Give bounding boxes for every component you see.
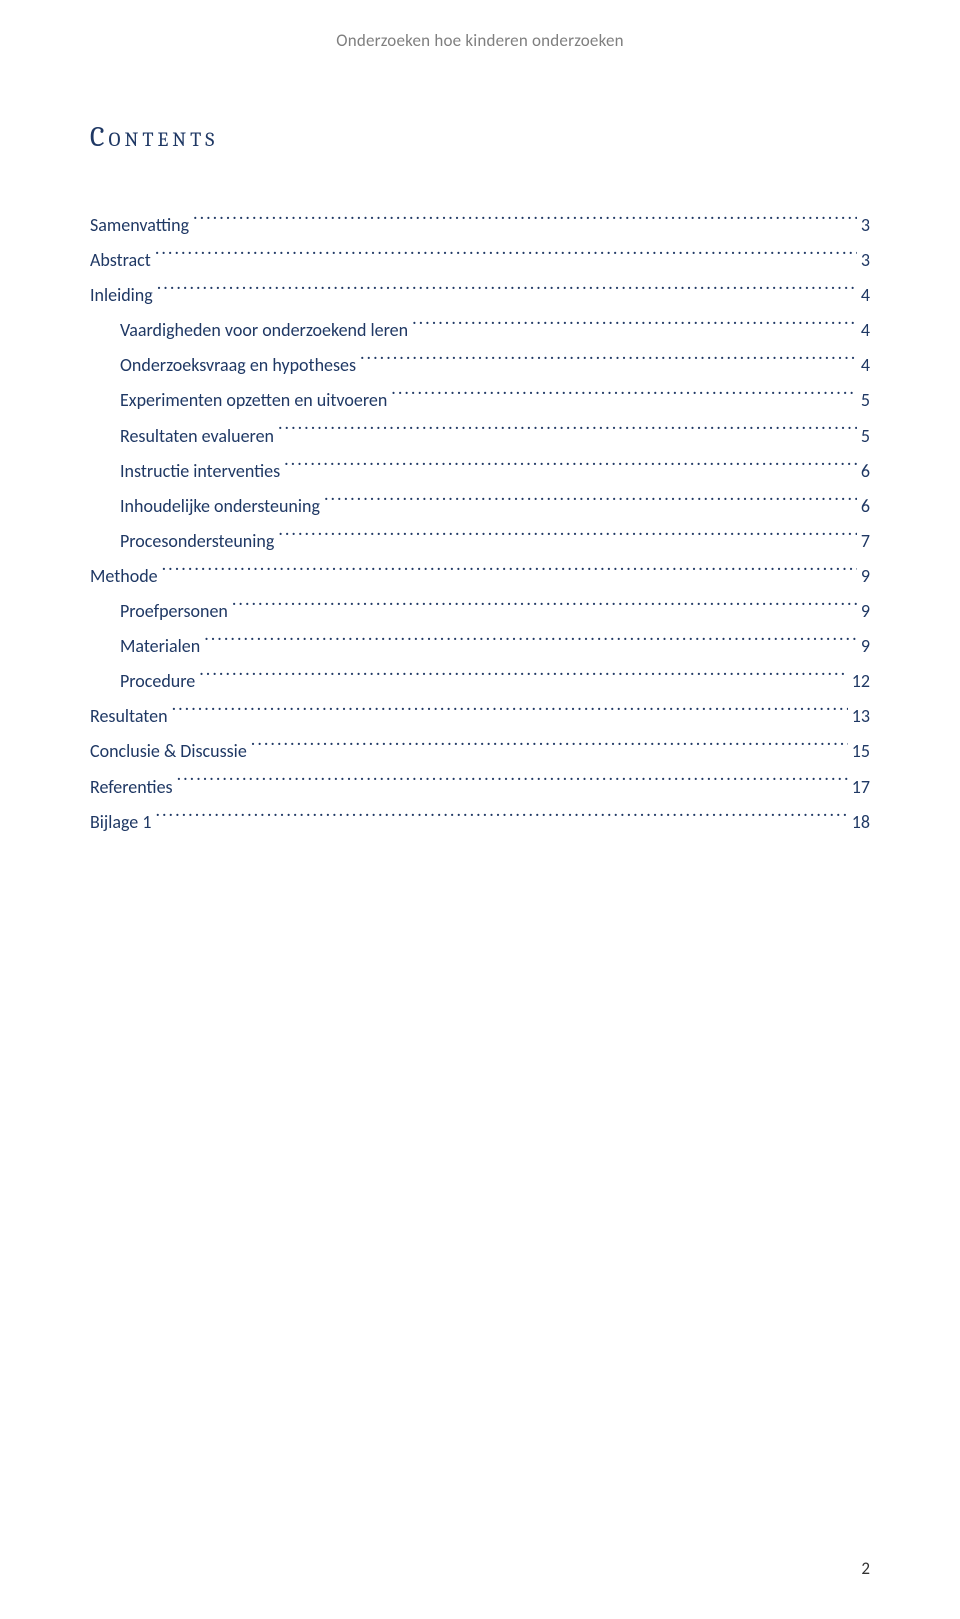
- toc-leader-dots: [412, 318, 857, 336]
- toc-leader-dots: [193, 213, 857, 231]
- toc-entry[interactable]: Materialen 9: [90, 629, 870, 664]
- toc-entry-label: Referenties: [90, 770, 173, 805]
- toc-leader-dots: [155, 810, 847, 828]
- toc-entry-page: 3: [861, 208, 870, 243]
- toc-leader-dots: [251, 739, 848, 757]
- toc-entry[interactable]: Proefpersonen 9: [90, 594, 870, 629]
- toc-entry-page: 4: [861, 348, 870, 383]
- toc-entry-page: 13: [852, 699, 870, 734]
- toc-entry-label: Procesondersteuning: [120, 524, 274, 559]
- toc-entry-label: Conclusie & Discussie: [90, 734, 247, 769]
- running-header: Onderzoeken hoe kinderen onderzoeken: [90, 30, 870, 51]
- toc-entry-label: Bijlage 1: [90, 805, 151, 840]
- toc-entry-page: 17: [852, 770, 870, 805]
- toc-entry-label: Inleiding: [90, 278, 153, 313]
- toc-entry[interactable]: Inleiding 4: [90, 278, 870, 313]
- toc-leader-dots: [172, 704, 848, 722]
- toc-entry-label: Procedure: [120, 664, 195, 699]
- toc-entry-page: 9: [861, 594, 870, 629]
- toc-entry[interactable]: Conclusie & Discussie 15: [90, 734, 870, 769]
- toc-entry[interactable]: Abstract 3: [90, 243, 870, 278]
- toc-entry-page: 7: [861, 524, 870, 559]
- contents-heading: Contents: [90, 121, 870, 153]
- toc-leader-dots: [232, 599, 857, 617]
- toc-entry[interactable]: Bijlage 1 18: [90, 805, 870, 840]
- toc-entry[interactable]: Vaardigheden voor onderzoekend leren 4: [90, 313, 870, 348]
- toc-entry-page: 4: [861, 313, 870, 348]
- toc-entry-label: Methode: [90, 559, 158, 594]
- toc-leader-dots: [155, 248, 857, 266]
- toc-leader-dots: [391, 388, 857, 406]
- toc-entry[interactable]: Referenties 17: [90, 770, 870, 805]
- toc-entry-page: 5: [861, 419, 870, 454]
- toc-leader-dots: [360, 353, 857, 371]
- toc-entry-label: Experimenten opzetten en uitvoeren: [120, 383, 387, 418]
- contents-heading-text: Contents: [90, 121, 218, 153]
- running-title-text: Onderzoeken hoe kinderen onderzoeken: [336, 30, 624, 51]
- toc-entry-label: Inhoudelijke ondersteuning: [120, 489, 320, 524]
- toc-entry-label: Proefpersonen: [120, 594, 228, 629]
- toc-entry[interactable]: Instructie interventies 6: [90, 454, 870, 489]
- toc-entry-page: 5: [861, 383, 870, 418]
- toc-entry-page: 9: [861, 559, 870, 594]
- toc-entry[interactable]: Experimenten opzetten en uitvoeren 5: [90, 383, 870, 418]
- toc-entry[interactable]: Samenvatting 3: [90, 208, 870, 243]
- toc-entry-page: 6: [861, 454, 870, 489]
- toc-entry[interactable]: Onderzoeksvraag en hypotheses 4: [90, 348, 870, 383]
- toc-entry-page: 18: [852, 805, 870, 840]
- toc-leader-dots: [177, 775, 848, 793]
- toc-leader-dots: [204, 634, 857, 652]
- toc-entry-label: Vaardigheden voor onderzoekend leren: [120, 313, 408, 348]
- toc-leader-dots: [199, 669, 847, 687]
- toc-entry-label: Resultaten: [90, 699, 168, 734]
- toc-entry-page: 15: [852, 734, 870, 769]
- toc-entry-label: Resultaten evalueren: [120, 419, 274, 454]
- toc-entry[interactable]: Procedure 12: [90, 664, 870, 699]
- toc-entry[interactable]: Methode 9: [90, 559, 870, 594]
- toc-entry-label: Instructie interventies: [120, 454, 280, 489]
- toc-leader-dots: [278, 424, 857, 442]
- table-of-contents: Samenvatting 3Abstract 3Inleiding 4Vaard…: [90, 208, 870, 840]
- page-number-text: 2: [861, 1558, 870, 1579]
- toc-leader-dots: [324, 494, 857, 512]
- toc-entry-page: 12: [852, 664, 870, 699]
- toc-entry-page: 9: [861, 629, 870, 664]
- toc-entry[interactable]: Procesondersteuning 7: [90, 524, 870, 559]
- page-number: 2: [861, 1558, 870, 1579]
- toc-entry-label: Samenvatting: [90, 208, 189, 243]
- toc-leader-dots: [162, 564, 857, 582]
- toc-entry[interactable]: Resultaten evalueren 5: [90, 419, 870, 454]
- toc-entry[interactable]: Inhoudelijke ondersteuning 6: [90, 489, 870, 524]
- toc-leader-dots: [284, 459, 857, 477]
- toc-entry-label: Materialen: [120, 629, 200, 664]
- toc-entry-page: 6: [861, 489, 870, 524]
- toc-entry-page: 3: [861, 243, 870, 278]
- toc-entry[interactable]: Resultaten 13: [90, 699, 870, 734]
- toc-entry-label: Onderzoeksvraag en hypotheses: [120, 348, 356, 383]
- toc-entry-label: Abstract: [90, 243, 151, 278]
- toc-entry-page: 4: [861, 278, 870, 313]
- toc-leader-dots: [157, 283, 857, 301]
- toc-leader-dots: [278, 529, 857, 547]
